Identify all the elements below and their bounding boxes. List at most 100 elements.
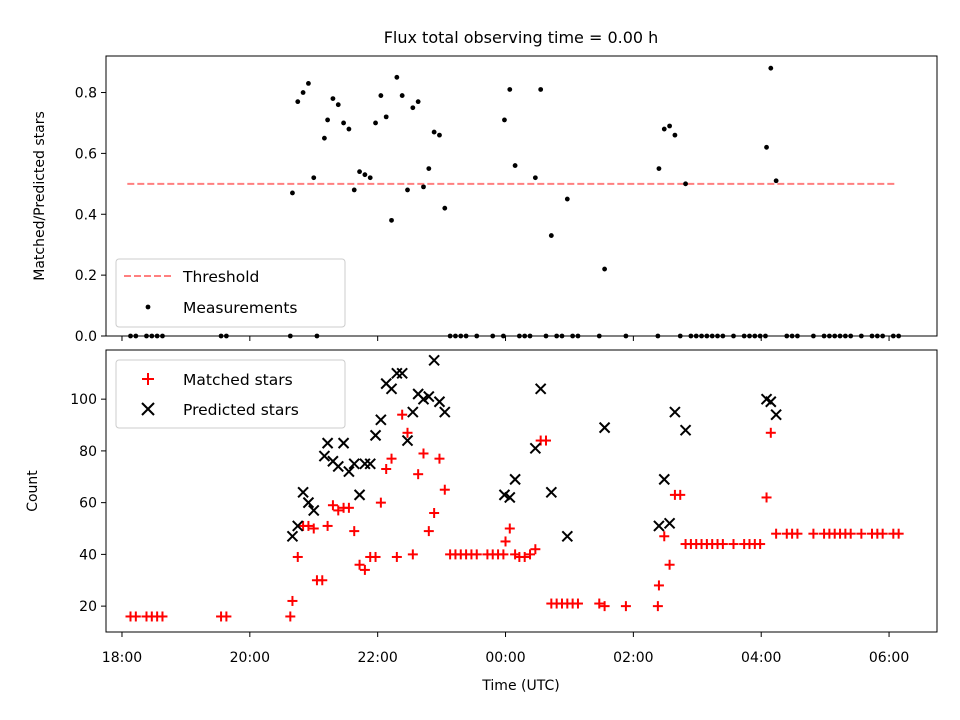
matched-stars-point bbox=[423, 526, 434, 537]
predicted-stars-point bbox=[534, 383, 547, 395]
predicted-stars-point bbox=[504, 491, 516, 504]
measurement-point bbox=[325, 117, 330, 123]
measurement-point bbox=[410, 105, 416, 111]
measurement-point bbox=[421, 184, 426, 190]
matched-stars-point bbox=[808, 528, 819, 539]
measurement-point bbox=[311, 175, 317, 181]
predicted-stars-point bbox=[302, 496, 315, 509]
matched-stars-point bbox=[620, 601, 631, 612]
measurement-point bbox=[335, 102, 341, 108]
measurement-point bbox=[351, 187, 357, 193]
predicted-stars-point bbox=[545, 486, 558, 499]
count-axes-frame bbox=[105, 349, 938, 633]
count-y-axis: 20 40 60 80 100 bbox=[70, 392, 106, 615]
measurement-point bbox=[306, 80, 311, 86]
count-y-tick-label: 40 bbox=[79, 547, 97, 563]
predicted-stars-point bbox=[308, 504, 320, 517]
matched-stars-point bbox=[471, 549, 482, 560]
count-y-axis-label: Count bbox=[25, 470, 41, 512]
matched-stars-point bbox=[429, 507, 440, 518]
matched-stars-point bbox=[359, 564, 370, 575]
time-x-tick-label: 02:00 bbox=[613, 650, 653, 666]
matched-stars-point bbox=[771, 528, 782, 539]
predicted-stars-point bbox=[658, 473, 670, 486]
predicted-stars-point bbox=[679, 424, 692, 436]
measurement-point bbox=[346, 126, 352, 132]
matched-stars-point bbox=[221, 611, 232, 622]
count-panel: 20 40 60 80 100 18:00 20:00 22:00 00:00 02:00 04:… bbox=[25, 349, 938, 694]
matched-stars-point bbox=[652, 601, 663, 612]
measurement-point bbox=[437, 132, 442, 138]
measurement-point bbox=[512, 163, 518, 168]
matched-stars-point bbox=[349, 526, 360, 537]
ratio-legend: Threshold Measurements bbox=[115, 258, 346, 328]
matched-stars-point bbox=[755, 539, 766, 550]
matched-stars-point bbox=[292, 551, 303, 562]
predicted-stars-point bbox=[509, 473, 521, 486]
measurement-point bbox=[373, 120, 378, 126]
matched-stars-point bbox=[541, 435, 552, 446]
matched-stars-point bbox=[659, 531, 670, 542]
predicted-stars-point bbox=[385, 383, 398, 395]
matched-stars-point bbox=[717, 539, 728, 550]
measurement-point bbox=[502, 117, 507, 123]
predicted-stars-point bbox=[286, 530, 299, 542]
ratio-y-axis: 0.0 0.2 0.4 0.6 0.8 bbox=[75, 86, 106, 345]
matched-stars-point bbox=[594, 598, 605, 609]
predicted-stars-point bbox=[428, 354, 440, 367]
matched-stars-point bbox=[391, 551, 402, 562]
measurements-legend-marker bbox=[145, 304, 151, 310]
matched-stars-point bbox=[434, 453, 445, 464]
measurement-point bbox=[378, 93, 384, 98]
measurement-point bbox=[415, 99, 421, 105]
matched-stars-point bbox=[327, 500, 338, 511]
time-x-tick-label: 04:00 bbox=[741, 650, 781, 666]
time-x-axis-label: Time (UTC) bbox=[481, 678, 559, 694]
measurement-point bbox=[683, 181, 688, 187]
predicted-stars-point bbox=[375, 414, 387, 426]
matched-stars-point bbox=[130, 611, 141, 622]
matched-stars-point bbox=[303, 520, 314, 531]
measurement-point bbox=[383, 114, 389, 120]
predicted-stars-point bbox=[297, 486, 309, 499]
matched-stars-point bbox=[504, 523, 515, 534]
count-y-tick-label: 80 bbox=[79, 444, 97, 460]
count-points-layer bbox=[125, 354, 904, 622]
matched-stars-point bbox=[322, 520, 333, 531]
predicted-stars-point bbox=[364, 458, 376, 470]
predicted-stars-point bbox=[391, 367, 403, 379]
matched-stars-point bbox=[765, 427, 776, 438]
predicted-stars-point bbox=[359, 458, 371, 470]
threshold-legend-label: Threshold bbox=[182, 268, 259, 286]
measurement-point bbox=[773, 178, 779, 184]
measurement-point bbox=[300, 90, 306, 95]
measurement-point bbox=[602, 266, 607, 272]
matched-stars-point bbox=[397, 409, 408, 420]
matched-stars-point bbox=[599, 601, 610, 612]
count-legend-box bbox=[115, 359, 346, 429]
predicted-stars-point bbox=[353, 489, 366, 501]
ratio-y-tick-label: 0.8 bbox=[75, 86, 97, 102]
measurement-point bbox=[532, 175, 538, 181]
time-x-tick-label: 20:00 bbox=[230, 650, 270, 666]
matched-stars-point bbox=[525, 549, 536, 560]
matched-stars-point bbox=[287, 595, 298, 606]
time-x-tick-label: 00:00 bbox=[485, 650, 525, 666]
predicted-stars-point bbox=[529, 442, 542, 455]
matched-stars-point bbox=[407, 549, 418, 560]
predicted-stars-point bbox=[439, 406, 451, 418]
measurement-point bbox=[399, 93, 405, 98]
chart-title: Flux total observing time = 0.00 h bbox=[384, 28, 659, 47]
time-x-tick-label: 18:00 bbox=[102, 650, 142, 666]
matched-stars-point bbox=[386, 453, 397, 464]
matched-stars-point bbox=[375, 497, 386, 508]
ratio-y-tick-label: 0.4 bbox=[75, 207, 97, 223]
measurement-point bbox=[362, 172, 368, 178]
measurement-point bbox=[322, 135, 327, 141]
matched-stars-point bbox=[418, 448, 429, 459]
predicted-stars-point bbox=[669, 406, 681, 418]
ratio-y-tick-label: 0.6 bbox=[75, 146, 97, 162]
matched-stars-point bbox=[728, 539, 739, 550]
matched-stars-point bbox=[370, 551, 381, 562]
predicted-stars-point bbox=[337, 437, 350, 449]
